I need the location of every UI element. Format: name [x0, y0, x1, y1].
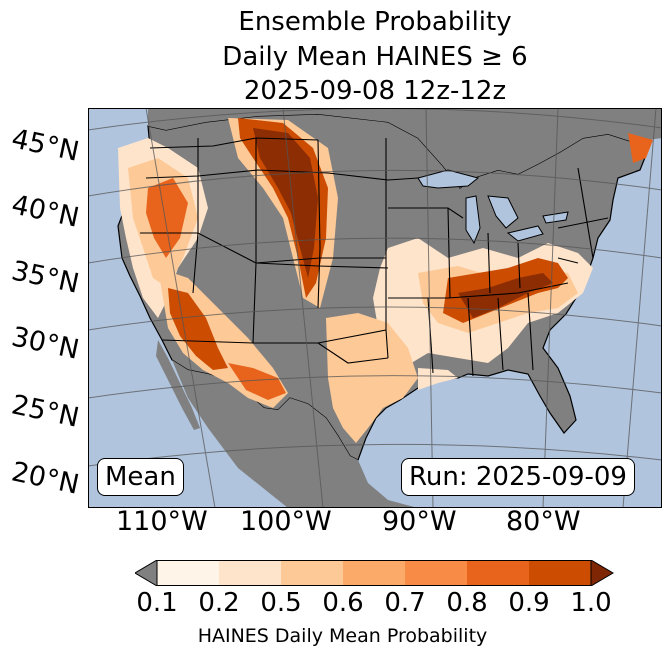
probability-shading	[118, 118, 653, 443]
colorbar-under-arrow	[135, 560, 158, 586]
colorbar-tick-0.2: 0.2	[198, 588, 240, 618]
colorbar-tick-0.8: 0.8	[446, 588, 488, 618]
canada-land	[148, 108, 662, 188]
run-date-badge: Run: 2025-09-09	[401, 458, 635, 496]
title-line-3: 2025-09-08 12z-12z	[243, 76, 507, 106]
lon-label-100w: 100°W	[240, 506, 332, 537]
colorbar-bin-5	[405, 560, 467, 586]
colorbar-tick-0.5: 0.5	[260, 588, 302, 618]
colorbar-bin-7	[529, 560, 591, 586]
baja-peninsula	[156, 340, 200, 430]
colorbar-label: HAINES Daily Mean Probability	[197, 625, 488, 647]
colorbar-over-arrow	[590, 560, 614, 586]
lon-label-90w: 90°W	[382, 506, 457, 537]
graticule	[88, 108, 662, 508]
colorbar-tick-0.7: 0.7	[384, 588, 426, 618]
state-borders	[140, 137, 609, 377]
probability-map	[88, 108, 662, 508]
colorbar	[135, 560, 614, 586]
lat-label-30: 30°N	[8, 321, 82, 366]
colorbar-bin-6	[467, 560, 529, 586]
colorbar-bin-2	[219, 560, 281, 586]
colorbar-tick-0.6: 0.6	[322, 588, 364, 618]
map-frame	[88, 108, 662, 508]
great-lakes	[417, 169, 569, 245]
lon-label-110w: 110°W	[116, 506, 208, 537]
lat-label-40: 40°N	[8, 189, 82, 234]
lon-label-80w: 80°W	[506, 506, 581, 537]
mexico-land	[172, 360, 418, 508]
lat-label-25: 25°N	[8, 389, 82, 434]
title-line-1: Ensemble Probability	[238, 7, 512, 37]
colorbar-bin-4	[343, 560, 405, 586]
lat-label-45: 45°N	[8, 123, 82, 168]
colorbar-tick-0.9: 0.9	[508, 588, 550, 618]
title-line-2: Daily Mean HAINES ≥ 6	[222, 42, 528, 72]
lat-label-20: 20°N	[8, 456, 82, 501]
mean-badge: Mean	[97, 458, 184, 496]
colorbar-bin-3	[281, 560, 343, 586]
colorbar-bin-1	[157, 560, 219, 586]
colorbar-frame	[156, 560, 592, 586]
lat-label-35: 35°N	[8, 255, 82, 300]
colorbar-tick-0.1: 0.1	[136, 588, 178, 618]
colorbar-tick-1.0: 1.0	[570, 588, 612, 618]
